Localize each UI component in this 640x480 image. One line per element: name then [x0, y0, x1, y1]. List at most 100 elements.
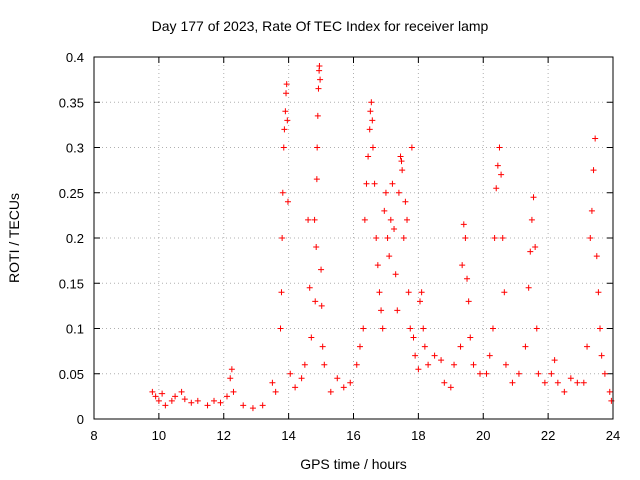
x-tick-label: 18	[411, 428, 425, 443]
data-point	[438, 357, 445, 364]
plot-frame	[93, 56, 614, 420]
data-point	[281, 126, 288, 133]
data-point	[319, 343, 326, 350]
data-point	[418, 289, 425, 296]
x-tick-label: 22	[541, 428, 555, 443]
data-point	[317, 76, 324, 83]
data-point	[272, 388, 279, 395]
data-point	[527, 248, 534, 255]
data-point	[391, 225, 398, 232]
data-point	[230, 388, 237, 395]
data-points	[149, 63, 615, 412]
data-point	[397, 153, 404, 160]
data-point	[392, 271, 399, 278]
data-point	[321, 361, 328, 368]
data-point	[408, 144, 415, 151]
chart-title: Day 177 of 2023, Rate Of TEC Index for r…	[151, 18, 489, 34]
data-point	[491, 235, 498, 241]
data-point	[269, 379, 276, 386]
data-point	[240, 402, 247, 409]
data-point	[415, 366, 422, 373]
data-point	[172, 393, 179, 400]
data-point	[460, 221, 467, 228]
data-point	[360, 325, 367, 332]
data-point	[584, 343, 591, 350]
data-point	[387, 216, 394, 223]
data-point	[365, 153, 372, 160]
data-point	[421, 343, 428, 350]
data-point	[298, 375, 305, 382]
data-point	[162, 402, 169, 409]
x-tick-label: 24	[606, 428, 620, 443]
data-point	[592, 135, 599, 142]
data-point	[259, 402, 266, 409]
data-point	[420, 325, 427, 332]
data-point	[315, 85, 322, 92]
x-axis-label: GPS time / hours	[300, 456, 407, 472]
data-point	[493, 185, 500, 192]
data-point	[249, 405, 256, 412]
data-point	[402, 198, 409, 205]
y-tick-label: 0	[77, 412, 84, 427]
data-point	[178, 388, 185, 395]
data-point	[400, 235, 407, 241]
data-point	[369, 144, 376, 151]
data-point	[462, 235, 469, 241]
data-point	[410, 334, 417, 341]
data-point	[588, 207, 595, 214]
data-point	[308, 334, 315, 341]
y-tick-label: 0.1	[66, 322, 84, 337]
data-point	[398, 158, 405, 165]
data-point	[498, 171, 505, 178]
x-tick-label: 10	[152, 428, 166, 443]
data-point	[155, 397, 162, 404]
data-point	[356, 343, 363, 350]
data-point	[204, 402, 211, 409]
data-point	[334, 375, 341, 382]
data-point	[159, 390, 166, 397]
y-tick-label: 0.3	[66, 141, 84, 156]
data-point	[477, 370, 484, 377]
data-point	[530, 194, 537, 201]
data-point	[587, 235, 594, 241]
data-point	[447, 384, 454, 391]
data-point	[314, 144, 321, 151]
data-point	[499, 235, 506, 241]
data-point	[407, 325, 414, 332]
y-tick-label: 0.35	[59, 95, 84, 110]
data-point	[483, 370, 490, 377]
data-point	[470, 361, 477, 368]
data-point	[181, 396, 188, 403]
data-point	[283, 90, 290, 97]
data-point	[347, 379, 354, 386]
data-point	[228, 366, 235, 373]
data-point	[467, 334, 474, 341]
data-point	[567, 375, 574, 382]
data-point	[152, 393, 159, 400]
data-point	[502, 361, 509, 368]
data-point	[509, 379, 516, 386]
data-point	[376, 289, 383, 296]
data-point	[282, 108, 289, 115]
data-point	[459, 262, 466, 269]
data-point	[368, 99, 375, 106]
data-point	[340, 384, 347, 391]
data-point	[412, 352, 419, 359]
y-tick-label: 0.2	[66, 231, 84, 246]
data-point	[313, 176, 320, 183]
data-point	[381, 207, 388, 214]
data-point	[371, 180, 378, 187]
data-point	[292, 384, 299, 391]
data-point	[425, 361, 432, 368]
data-point	[395, 189, 402, 196]
data-point	[486, 352, 493, 359]
data-point	[279, 235, 286, 241]
data-point	[515, 370, 522, 377]
data-point	[305, 216, 312, 223]
data-point	[287, 370, 294, 377]
data-point	[313, 244, 320, 251]
y-tick-label: 0.4	[66, 50, 84, 65]
data-point	[528, 216, 535, 223]
data-point	[590, 167, 597, 174]
data-point	[541, 379, 548, 386]
